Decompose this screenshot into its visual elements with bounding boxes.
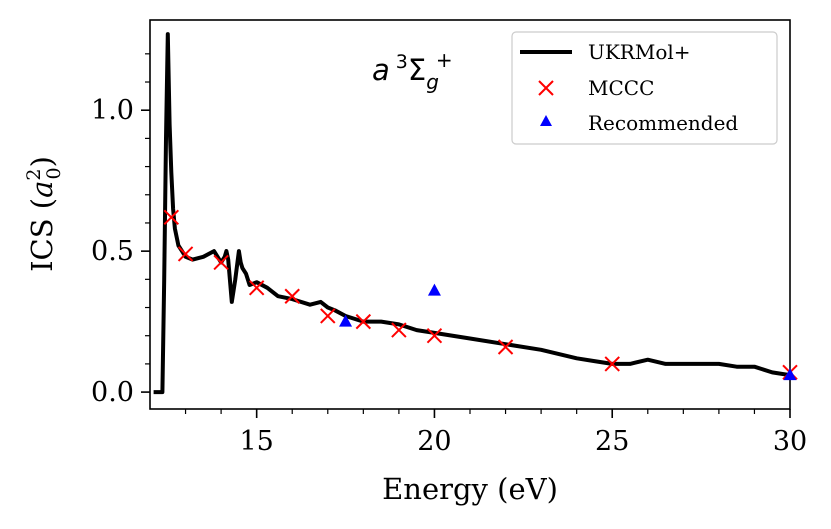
mccc-point: [426, 328, 443, 344]
legend: UKRMol+ MCCC Recommended: [511, 31, 778, 145]
mccc-point: [248, 280, 265, 296]
y-tick-label: 0.0: [91, 377, 134, 408]
y-tick-label: 1.0: [91, 95, 134, 126]
mccc-point: [163, 209, 180, 226]
x-tick-label: 25: [595, 426, 629, 457]
y-axis-ticks: [141, 53, 150, 393]
y-axis-tick-labels: 0.0 0.5 1.0: [91, 95, 134, 408]
recommended-point: [783, 368, 797, 381]
x-axis-ticks: [184, 409, 791, 418]
legend-box: [511, 31, 778, 145]
mccc-point: [284, 288, 300, 304]
mccc-point: [213, 254, 229, 271]
x-axis-tick-labels: 15 20 25 30: [239, 426, 807, 457]
x-tick-label: 30: [773, 426, 807, 457]
y-axis-title: ICS (a20): [23, 156, 65, 272]
mccc-point: [604, 356, 620, 372]
mccc-point: [497, 339, 514, 355]
x-tick-label: 20: [417, 426, 451, 457]
legend-label-mccc: MCCC: [588, 76, 654, 100]
x-axis-title: Energy (eV): [382, 472, 558, 506]
state-annotation: a 3Σg+: [372, 48, 453, 94]
mccc-point: [177, 246, 194, 262]
recommended-point: [427, 283, 441, 296]
mccc-point: [320, 308, 336, 324]
series-markers-mccc: [163, 209, 798, 381]
mccc-point: [355, 313, 372, 330]
mccc-point: [391, 322, 407, 338]
x-tick-label: 15: [239, 426, 273, 457]
legend-label-ukrmol: UKRMol+: [588, 40, 691, 64]
y-tick-label: 0.5: [91, 236, 134, 267]
legend-label-recommended: Recommended: [588, 111, 738, 135]
legend-x-marker-icon: [538, 80, 554, 96]
legend-triangle-icon: [540, 115, 552, 126]
recommended-point: [339, 314, 353, 327]
series-markers-recommended: [339, 283, 797, 381]
